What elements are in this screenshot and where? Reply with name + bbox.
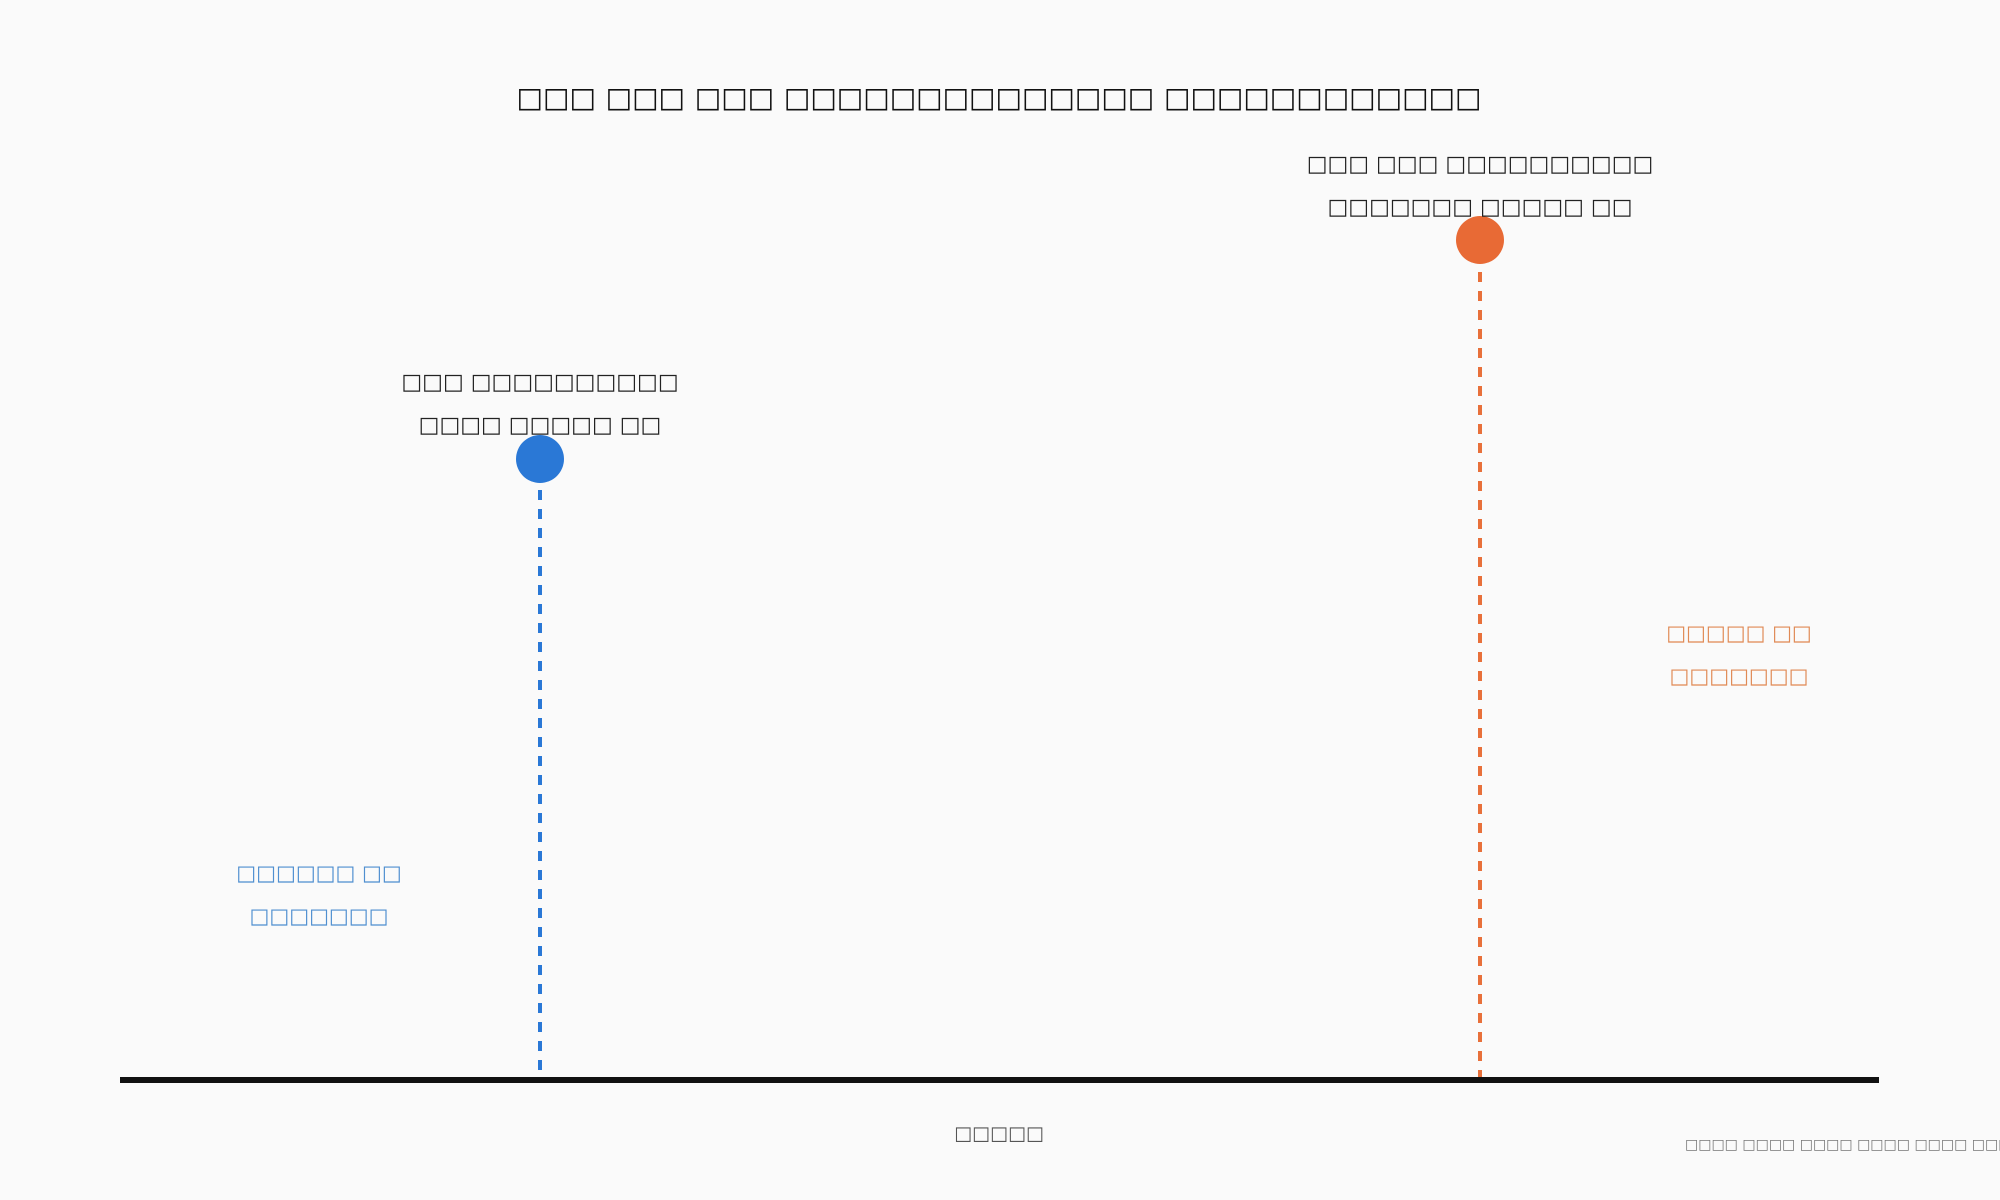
side-label: □□□□□□□ <box>250 904 389 928</box>
point <box>1456 216 1504 264</box>
side-label: □□□□□□□ <box>1670 664 1809 688</box>
point-label: □□□ □□□ □□□□□□□□□□ <box>1307 152 1654 177</box>
side-label: □□□□□ □□ <box>1666 621 1812 645</box>
point-label: □□□□ □□□□□ □□ <box>419 413 662 438</box>
x-axis-label: □□□□□ <box>954 1123 1044 1145</box>
side-label: □□□□□□ □□ <box>236 861 401 885</box>
point-label: □□□ □□□□□□□□□□ <box>401 370 678 395</box>
point-label: □□□□□□□ □□□□□ □□ <box>1328 195 1633 220</box>
point <box>516 435 564 483</box>
title: □□□ □□□ □□□ □□□□□□□□□□□□□□ □□□□□□□□□□□□ <box>517 81 1482 114</box>
footer: □□□□ □□□□ □□□□ □□□□ □□□□ □□□□ □□□□ □□□□ <box>1685 1137 2000 1153</box>
